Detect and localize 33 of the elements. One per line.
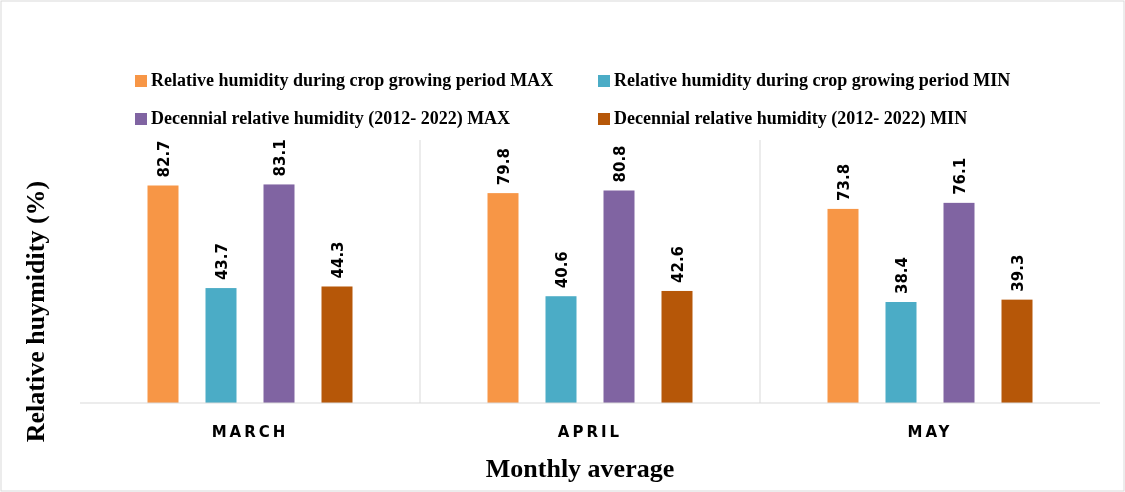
data-label: 39.3 [1009,254,1027,292]
bar [487,193,519,403]
legend-label: Relative humidity during crop growing period MIN [614,70,1011,90]
data-label: 73.8 [835,163,853,201]
bar [1001,299,1033,403]
bar [661,290,693,403]
data-label: 82.7 [155,140,173,178]
bar [263,184,295,403]
bar [885,302,917,403]
data-label: 42.6 [669,245,687,283]
data-label: 38.4 [893,256,911,295]
data-label: 40.6 [553,251,571,289]
bar [321,286,353,403]
data-label: 76.1 [951,157,969,195]
data-label: 80.8 [611,145,629,183]
bar [147,185,179,403]
bar [827,208,859,403]
x-tick-label: MARCH [211,423,289,441]
x-tick-label: MAY [907,423,953,441]
legend-label: Relative humidity during crop growing period MAX [151,70,554,90]
bar [205,288,237,403]
legend-label: Decennial relative humidity (2012- 2022) MIN [614,108,968,129]
y-axis-title: Relative huymidity (%) [21,180,50,443]
bar [943,202,975,403]
bar [545,296,577,403]
data-label: 79.8 [495,148,513,186]
x-axis-title: Monthly average [485,454,675,483]
data-label: 43.7 [213,243,231,281]
bar [603,190,635,403]
data-label: 83.1 [271,139,289,177]
data-label: 44.3 [329,241,347,279]
x-tick-label: APRIL [557,423,623,441]
legend-label: Decennial relative humidity (2012- 2022) MAX [151,108,511,129]
